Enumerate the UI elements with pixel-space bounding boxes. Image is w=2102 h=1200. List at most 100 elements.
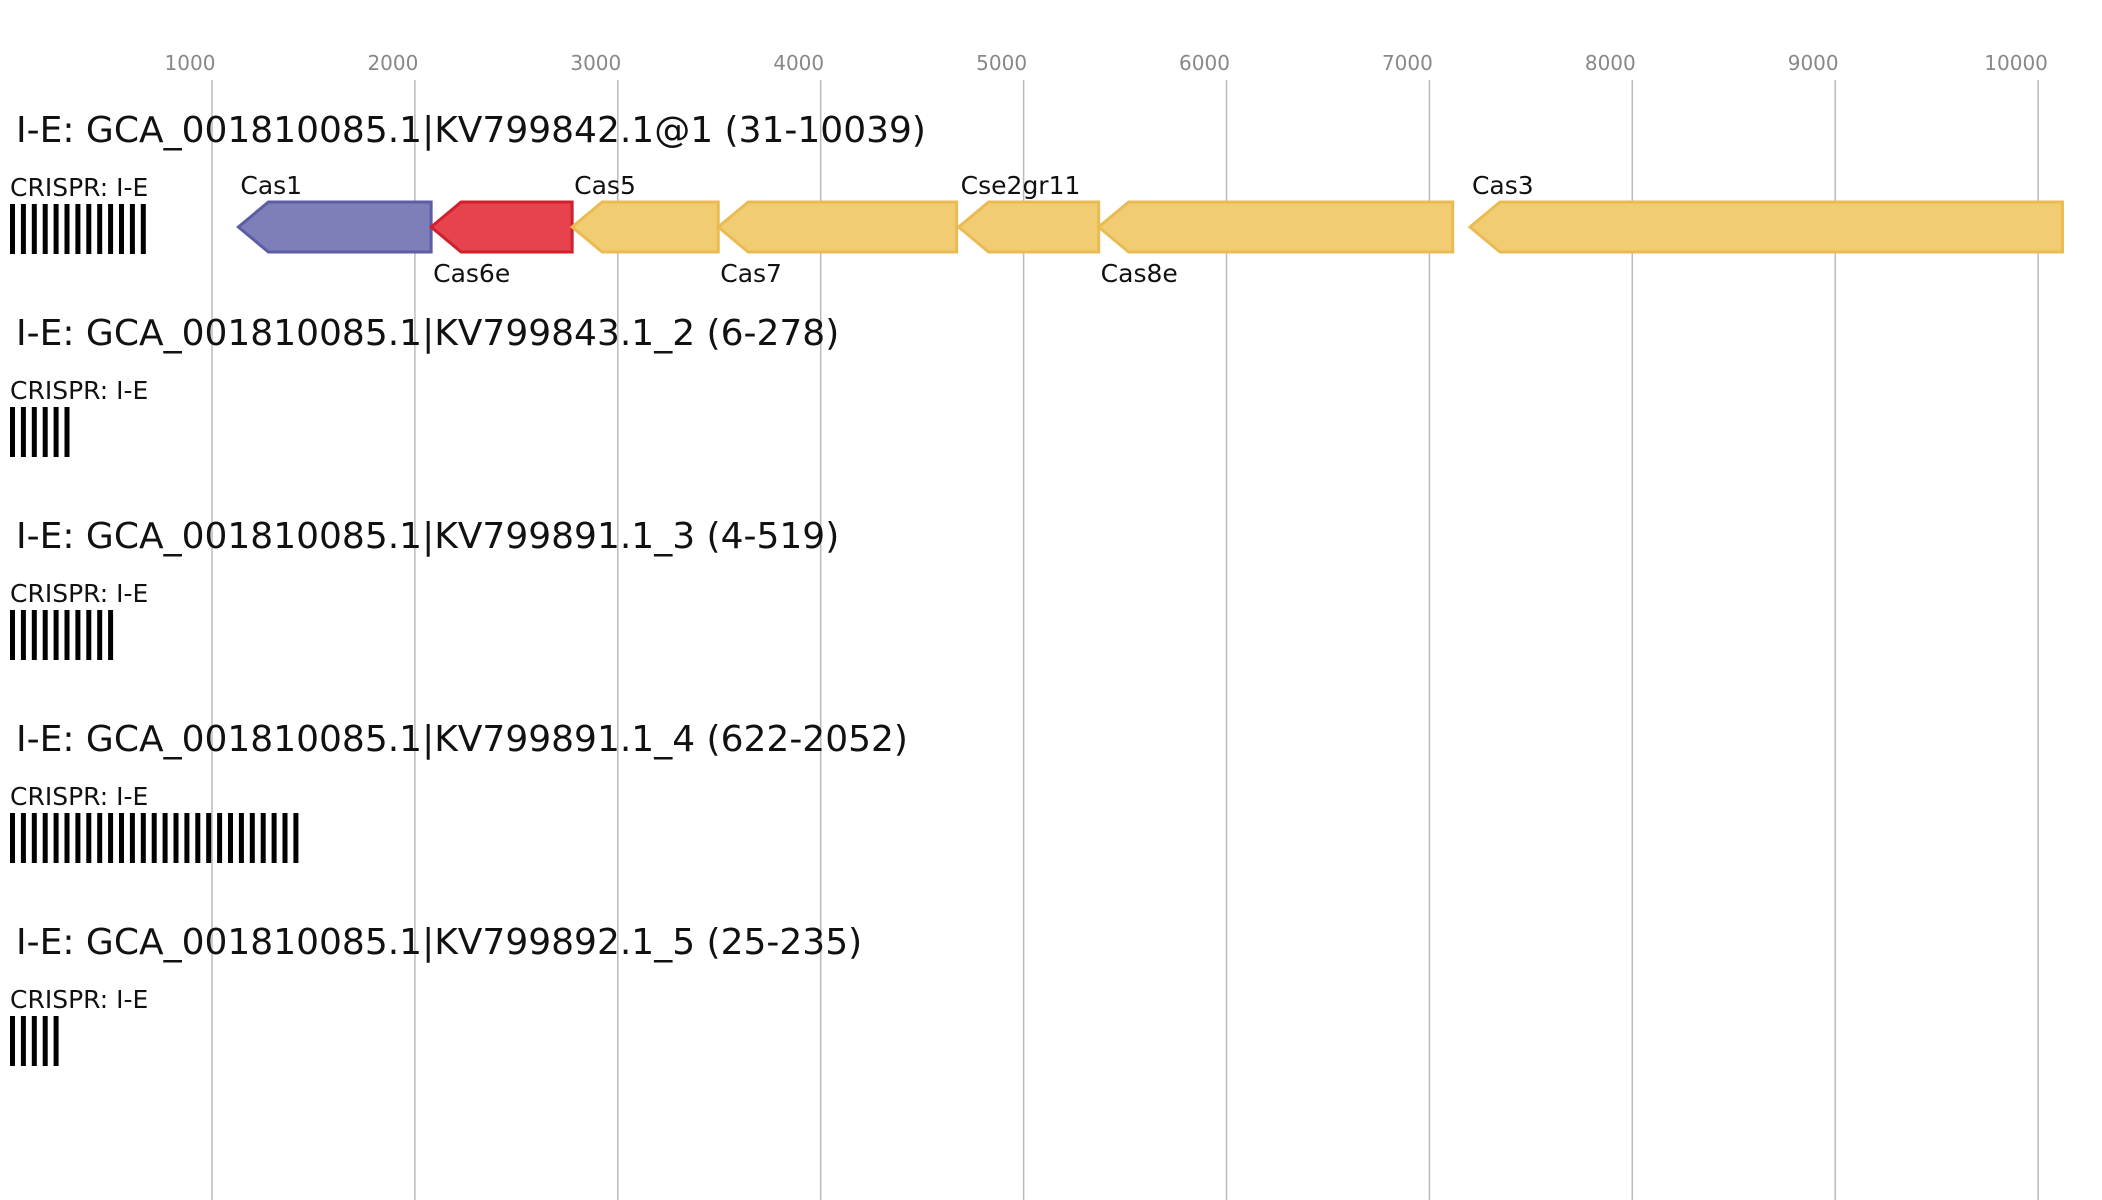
tick-label: 6000 [1179,51,1230,75]
tick-label: 7000 [1382,51,1433,75]
crispr-repeat [31,813,37,863]
crispr-repeat [108,813,114,863]
contig-tracks: I-E: GCA_001810085.1|KV799842.1@1 (31-10… [10,110,2064,1066]
crispr-repeat [75,204,81,254]
crispr-repeat [10,610,15,660]
crispr-repeat [140,204,146,254]
crispr-repeat [31,1016,37,1066]
crispr-repeat [86,610,92,660]
crispr-repeat [53,813,59,863]
crispr-repeat [31,610,37,660]
crispr-repeat [10,1016,15,1066]
contig-track: I-E: GCA_001810085.1|KV799891.1_3 (4-519… [10,516,839,660]
crispr-repeat [271,813,277,863]
crispr-repeat [129,204,135,254]
crispr-repeat [42,610,48,660]
crispr-repeat [20,610,26,660]
gene-arrow-cas8e[interactable] [1096,200,1455,254]
tick-label: 9000 [1788,51,1839,75]
crispr-repeat [42,407,48,457]
tick-label: 5000 [976,51,1027,75]
contig-title: I-E: GCA_001810085.1|KV799891.1_3 (4-519… [16,516,839,557]
crispr-repeat [238,813,244,863]
gene-arrow-cse2gr11[interactable] [956,200,1101,254]
crispr-label: CRISPR: I-E [10,376,148,405]
crispr-repeat [64,813,70,863]
gene-arrow-cas6e[interactable] [428,200,574,254]
crispr-repeat [64,610,70,660]
contig-track: I-E: GCA_001810085.1|KV799842.1@1 (31-10… [10,110,2064,288]
crispr-repeat [108,610,114,660]
crispr-repeat [64,204,70,254]
crispr-repeat [42,204,48,254]
crispr-repeat [10,407,15,457]
crispr-repeat [42,1016,48,1066]
crispr-repeat [162,813,168,863]
crispr-array [10,610,114,660]
crispr-repeat [108,204,114,254]
axis-grid [211,80,2039,1200]
crispr-repeat [10,204,15,254]
crispr-repeat [42,813,48,863]
crispr-label: CRISPR: I-E [10,579,148,608]
gene-arrow-cas5[interactable] [569,200,720,254]
gene-label-cas3: Cas3 [1472,171,1534,200]
crispr-repeat [97,610,103,660]
crispr-repeat [20,1016,26,1066]
crispr-repeat [293,813,299,863]
crispr-array [10,813,299,863]
gene-label-cas5: Cas5 [574,171,636,200]
crispr-repeat [20,813,26,863]
crispr-repeat [260,813,266,863]
gene-label-cas1: Cas1 [240,171,302,200]
gene-label-cse2gr11: Cse2gr11 [961,171,1081,200]
crispr-repeat [53,204,59,254]
contig-track: I-E: GCA_001810085.1|KV799843.1_2 (6-278… [10,313,839,457]
crispr-repeat [86,813,92,863]
contig-title: I-E: GCA_001810085.1|KV799843.1_2 (6-278… [16,313,839,354]
crispr-repeat [31,204,37,254]
crispr-repeat [97,204,103,254]
crispr-repeat [31,407,37,457]
contig-track: I-E: GCA_001810085.1|KV799891.1_4 (622-2… [10,719,908,863]
tick-label: 2000 [367,51,418,75]
gene-label-cas6e: Cas6e [433,259,510,288]
crispr-repeat [173,813,179,863]
axis-ticks: 1000 2000 3000 4000 5000 6000 7000 8000 9000 1000… [165,51,2048,75]
crispr-repeat [140,813,146,863]
crispr-repeat [10,813,15,863]
tick-label: 1000 [165,51,216,75]
crispr-repeat [75,610,81,660]
crispr-repeat [228,813,233,863]
contig-track: I-E: GCA_001810085.1|KV799892.1_5 (25-23… [10,922,862,1066]
crispr-repeat [129,813,135,863]
crispr-repeat [249,813,255,863]
crispr-array [10,1016,59,1066]
crispr-repeat [53,1016,59,1066]
crispr-repeat [64,407,70,457]
crispr-array [10,204,146,254]
crispr-repeat [282,813,288,863]
crispr-repeat [119,204,124,254]
contig-title: I-E: GCA_001810085.1|KV799891.1_4 (622-2… [16,719,908,760]
crispr-repeat [217,813,223,863]
crispr-repeat [97,813,103,863]
tick-label: 4000 [773,51,824,75]
crispr-repeat [53,407,59,457]
gene-arrow-cas3[interactable] [1467,200,2064,254]
gene-label-cas8e: Cas8e [1101,259,1178,288]
gene-arrow-cas1[interactable] [236,200,433,254]
crispr-repeat [195,813,201,863]
tick-label: 10000 [1984,51,2048,75]
crispr-repeat [75,813,81,863]
tick-label: 3000 [570,51,621,75]
gene-label-cas7: Cas7 [720,259,782,288]
crispr-repeat [20,204,26,254]
crispr-repeat [53,610,59,660]
gene-arrow-cas7[interactable] [715,200,959,254]
crispr-label: CRISPR: I-E [10,985,148,1014]
crispr-repeat [184,813,190,863]
crispr-array [10,407,70,457]
crispr-repeat [119,813,124,863]
